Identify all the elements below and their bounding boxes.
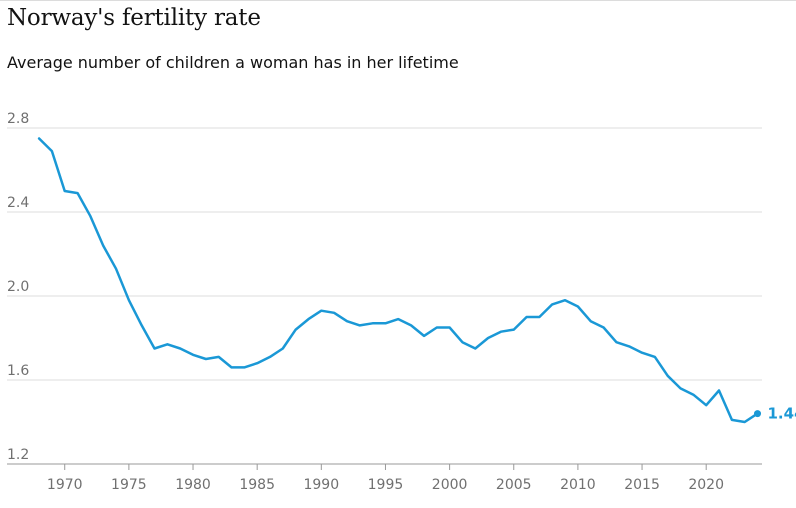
y-tick-label: 1.6 [7,363,29,379]
x-tick-label: 1995 [368,477,404,493]
x-tick-label: 1970 [47,477,83,493]
y-tick-label: 1.2 [7,447,29,463]
y-tick-label: 2.0 [7,279,29,295]
x-tick-label: 1975 [111,477,147,493]
end-point-marker [754,410,762,418]
x-tick-label: 2010 [560,477,596,493]
chart-title: Norway's fertility rate [7,5,261,31]
x-tick-label: 2015 [624,477,660,493]
x-axis-labels: 1970 1975 1980 1985 1990 1995 2000 2005 2010 2015… [47,477,724,493]
x-tick-label: 1985 [239,477,275,493]
y-tick-label: 2.8 [7,111,29,127]
x-tick-label: 2005 [496,477,532,493]
series-layer: 1.44 [37,137,796,424]
x-tick-label: 2000 [432,477,468,493]
chart-subtitle: Average number of children a woman has i… [7,53,459,72]
grid-layer [7,127,762,470]
top-rule [0,0,796,1]
y-tick-label: 2.4 [7,195,29,211]
end-value-label: 1.44 [768,405,796,423]
x-tick-label: 1990 [303,477,339,493]
series-line [37,137,759,424]
x-tick-label: 1980 [175,477,211,493]
x-tick-label: 2020 [688,477,724,493]
y-axis-labels: 2.8 2.4 2.0 1.6 1.2 [7,111,29,463]
